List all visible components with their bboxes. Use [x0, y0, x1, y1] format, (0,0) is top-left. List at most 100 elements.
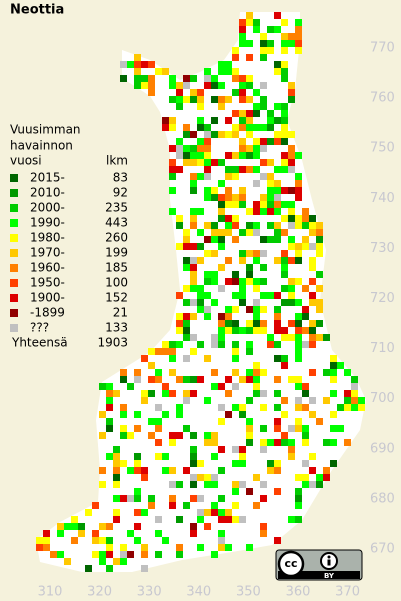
- legend-swatch: [10, 264, 18, 272]
- observation-cell: [169, 467, 176, 474]
- observation-cell: [302, 327, 309, 334]
- observation-cell: [260, 264, 267, 271]
- observation-cell: [183, 425, 190, 432]
- observation-cell: [232, 320, 239, 327]
- observation-cell: [246, 96, 253, 103]
- observation-cell: [204, 159, 211, 166]
- observation-cell: [323, 467, 330, 474]
- observation-cell: [197, 124, 204, 131]
- observation-cell: [302, 222, 309, 229]
- observation-cell: [120, 75, 127, 82]
- observation-cell: [148, 348, 155, 355]
- observation-cell: [295, 355, 302, 362]
- observation-cell: [50, 551, 57, 558]
- observation-cell: [274, 341, 281, 348]
- observation-cell: [183, 145, 190, 152]
- observation-cell: [302, 341, 309, 348]
- observation-cell: [295, 334, 302, 341]
- observation-cell: [260, 495, 267, 502]
- observation-cell: [169, 439, 176, 446]
- observation-cell: [148, 432, 155, 439]
- observation-cell: [295, 215, 302, 222]
- observation-cell: [190, 376, 197, 383]
- observation-cell: [253, 166, 260, 173]
- observation-cell: [302, 432, 309, 439]
- observation-cell: [43, 544, 50, 551]
- observation-cell: [281, 411, 288, 418]
- observation-cell: [162, 411, 169, 418]
- observation-cell: [211, 341, 218, 348]
- legend-swatch: [10, 309, 18, 317]
- observation-cell: [267, 334, 274, 341]
- observation-cell: [218, 180, 225, 187]
- observation-cell: [190, 432, 197, 439]
- observation-cell: [295, 47, 302, 54]
- observation-cell: [309, 411, 316, 418]
- observation-cell: [120, 495, 127, 502]
- observation-cell: [246, 271, 253, 278]
- observation-cell: [253, 327, 260, 334]
- observation-cell: [260, 33, 267, 40]
- observation-cell: [288, 516, 295, 523]
- observation-cell: [190, 495, 197, 502]
- observation-cell: [281, 257, 288, 264]
- observation-cell: [141, 390, 148, 397]
- observation-cell: [162, 383, 169, 390]
- observation-cell: [295, 26, 302, 33]
- observation-cell: [232, 446, 239, 453]
- observation-cell: [274, 26, 281, 33]
- legend-label: 1950-: [30, 276, 65, 290]
- observation-cell: [190, 131, 197, 138]
- observation-cell: [106, 425, 113, 432]
- observation-cell: [190, 334, 197, 341]
- observation-cell: [267, 460, 274, 467]
- observation-cell: [239, 278, 246, 285]
- observation-cell: [218, 82, 225, 89]
- observation-cell: [225, 229, 232, 236]
- legend: Vuusimman havainnon vuosi lkm 2015- 83 201…: [10, 123, 128, 350]
- observation-cell: [274, 138, 281, 145]
- observation-cell: [239, 117, 246, 124]
- observation-cell: [337, 404, 344, 411]
- observation-cell: [218, 61, 225, 68]
- observation-cell: [106, 544, 113, 551]
- observation-cell: [148, 61, 155, 68]
- observation-cell: [260, 446, 267, 453]
- observation-cell: [239, 19, 246, 26]
- observation-cell: [337, 425, 344, 432]
- observation-cell: [253, 229, 260, 236]
- observation-cell: [183, 376, 190, 383]
- observation-cell: [120, 432, 127, 439]
- observation-cell: [281, 397, 288, 404]
- observation-cell: [148, 82, 155, 89]
- observation-cell: [358, 397, 365, 404]
- observation-cell: [274, 229, 281, 236]
- observation-cell: [64, 523, 71, 530]
- legend-swatch: [10, 204, 18, 212]
- observation-cell: [260, 201, 267, 208]
- legend-swatch: [10, 219, 18, 227]
- observation-cell: [162, 390, 169, 397]
- observation-cell: [288, 278, 295, 285]
- observation-cell: [57, 523, 64, 530]
- observation-cell: [253, 89, 260, 96]
- observation-cell: [302, 404, 309, 411]
- observation-cell: [155, 439, 162, 446]
- observation-cell: [211, 551, 218, 558]
- legend-swatch: [10, 174, 18, 182]
- observation-cell: [99, 383, 106, 390]
- observation-cell: [204, 82, 211, 89]
- observation-cell: [295, 299, 302, 306]
- observation-cell: [246, 145, 253, 152]
- observation-cell: [218, 516, 225, 523]
- observation-cell: [288, 257, 295, 264]
- observation-cell: [113, 516, 120, 523]
- observation-cell: [274, 467, 281, 474]
- observation-cell: [232, 341, 239, 348]
- observation-cell: [288, 285, 295, 292]
- observation-cell: [127, 467, 134, 474]
- observation-cell: [260, 159, 267, 166]
- observation-cell: [330, 439, 337, 446]
- observation-cell: [274, 537, 281, 544]
- observation-cell: [253, 474, 260, 481]
